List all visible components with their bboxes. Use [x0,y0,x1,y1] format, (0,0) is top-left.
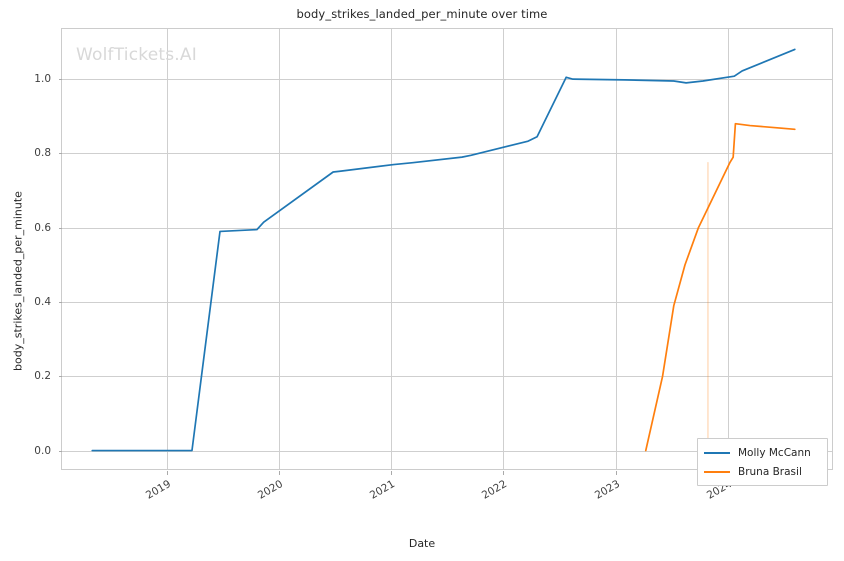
y-tick-mark [58,376,62,378]
y-tick-mark [58,450,62,452]
x-tick-mark [167,471,169,475]
gridline-vertical [391,29,393,469]
x-axis-label: Date [408,537,436,550]
gridline-horizontal [62,79,832,81]
y-tick-label: 0.2 [34,370,51,383]
y-tick-mark [58,227,62,229]
x-tick-mark [503,471,505,475]
gridline-vertical [727,29,729,469]
legend-swatch-bruna-brasil [704,470,730,473]
x-tick-label: 2023 [592,478,622,502]
x-tick-mark [615,471,617,475]
gridline-vertical [503,29,505,469]
y-tick-mark [58,79,62,81]
x-tick-mark [391,471,393,475]
x-tick-label: 2021 [368,478,398,502]
legend-swatch-molly-mccann [704,451,730,454]
x-tick-label: 2019 [144,478,174,502]
plot-area: 0.0 0.2 0.4 0.6 0.8 1.0 2019 2020 2021 2022 2023 20… [34,28,833,502]
series-line-bruna-brasil [644,122,796,452]
x-tick-label: 2020 [256,478,286,502]
legend-box[interactable]: Molly McCann Bruna Brasil [697,438,828,486]
legend-item-bruna-brasil[interactable]: Bruna Brasil [704,462,821,481]
y-tick-label: 0.8 [34,147,51,160]
y-axis-label: body_strikes_landed_per_minute [11,190,25,371]
gridline-vertical [167,29,169,469]
gridline-vertical [279,29,281,469]
series-line-molly-mccann [91,48,796,452]
gridline-horizontal [62,153,832,155]
gridline-vertical [615,29,617,469]
x-tick-mark [279,471,281,475]
gridline-horizontal [62,227,832,229]
y-tick-label: 1.0 [34,73,51,86]
gridline-horizontal [62,450,832,452]
chart-title: body_strikes_landed_per_minute over time [296,7,548,21]
legend-item-molly-mccann[interactable]: Molly McCann [704,443,821,462]
data-series-layer [91,48,796,452]
y-tick-label: 0.6 [34,221,51,234]
gridline-horizontal [62,376,832,378]
y-tick-mark [58,302,62,303]
y-tick-label: 0.0 [34,444,51,457]
y-tick-mark [58,153,62,155]
y-tick-label: 0.4 [34,296,51,308]
legend-label-bruna-brasil: Bruna Brasil [738,465,802,478]
gridline-horizontal [62,302,832,303]
legend-label-molly-mccann: Molly McCann [738,446,811,459]
x-tick-label: 2022 [480,478,510,502]
